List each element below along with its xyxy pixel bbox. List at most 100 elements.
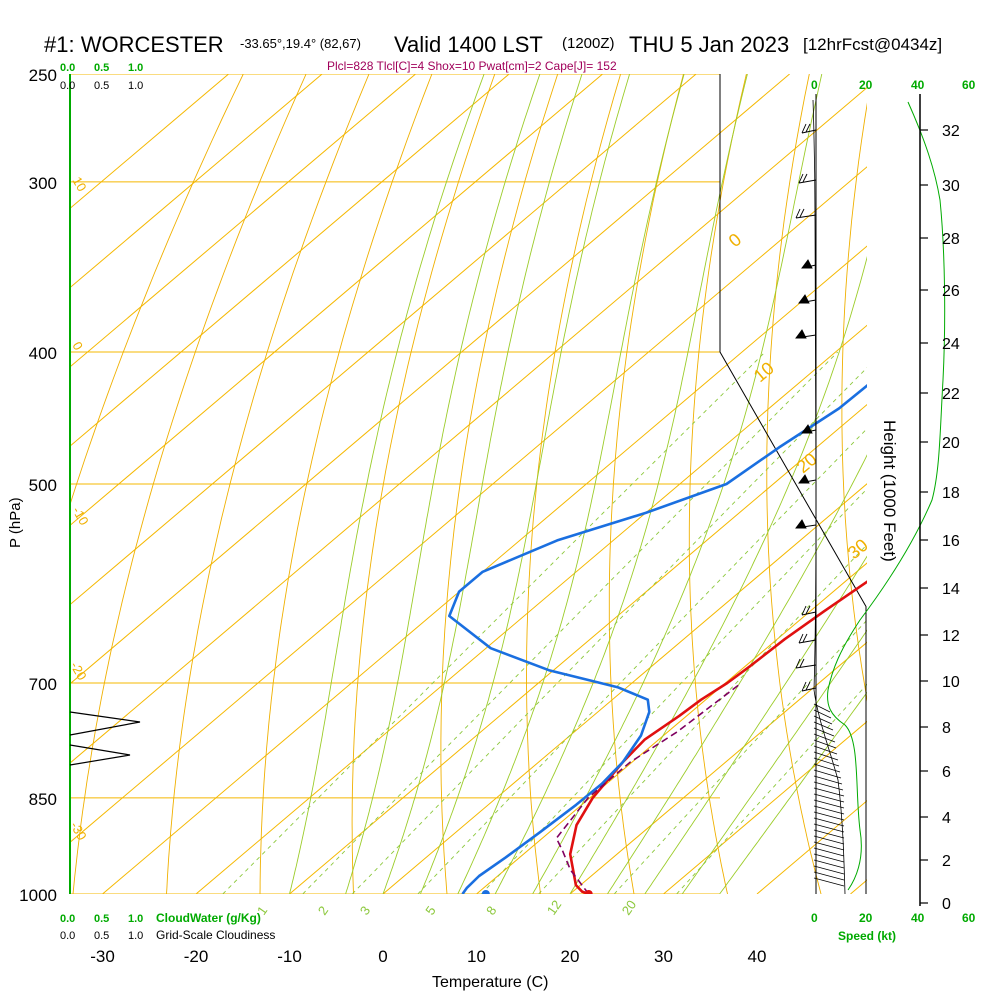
mixing-ratio-2 [302, 351, 839, 894]
dry-adiabat-label-right-0: 0 [725, 229, 746, 251]
zulu-time: (1200Z) [562, 35, 615, 52]
moist-adiabat-6 [532, 74, 823, 894]
cloudwater-scale-bottom: 0.0 0.5 1.0 CloudWater (g/Kg) 0.0 0.5 1.… [60, 911, 275, 942]
wind-barb-flag-3 [801, 259, 813, 269]
cloudiness-wedges [69, 711, 141, 766]
hatch-line [813, 763, 841, 773]
mixing-ratio-8 [480, 488, 867, 894]
moist-adiabat-10 [681, 629, 867, 894]
mixing-ratio-label-20: 20 [619, 897, 640, 917]
cl-tick-top-2: 1.0 [128, 80, 143, 92]
wind-barb-flag-8 [795, 519, 807, 529]
hatch-line [813, 733, 836, 743]
wind-barb-flag-5 [795, 329, 807, 339]
wind-barbs [795, 123, 817, 692]
temp-tick-0: 0 [378, 947, 387, 966]
cl-tick-bot-0: 0.0 [60, 930, 75, 942]
pressure-tick-400: 400 [29, 344, 57, 363]
speed-label: Speed (kt) [838, 929, 896, 943]
speed-tick-bot-0: 0 [811, 911, 818, 925]
isotherm--80 [70, 74, 603, 527]
pressure-tick-700: 700 [29, 675, 57, 694]
series-dewpoint [448, 384, 867, 894]
temp-tick--10: -10 [277, 947, 302, 966]
hatch-line [813, 703, 831, 713]
hatch-line [813, 721, 834, 731]
wind-barb-feather-2 [795, 208, 801, 219]
pressure-tick-1000: 1000 [19, 886, 57, 905]
dry-adiabat-330 [841, 102, 867, 702]
wind-barb-flag-6 [801, 424, 813, 434]
hatch-line [813, 865, 845, 875]
wind-barb-feather-10 [798, 633, 804, 644]
height-tick-30: 30 [942, 178, 960, 195]
hatch-line [813, 805, 845, 815]
wind-barb-flag-7 [798, 474, 810, 484]
hatch-line [813, 727, 835, 737]
dry-adiabat-280 [440, 74, 559, 894]
height-tick-6: 6 [942, 764, 951, 781]
height-tick-32: 32 [942, 123, 960, 140]
wind-shear-hatching [813, 703, 845, 887]
cw-tick-bot-1: 0.5 [94, 913, 109, 925]
isotherm--90 [70, 74, 510, 447]
cloudwater-label: CloudWater (g/Kg) [156, 911, 261, 925]
height-tick-16: 16 [942, 533, 960, 550]
dry-adiabat-240 [72, 74, 307, 894]
dry-adiabat-label-left-1: 0 [69, 339, 86, 353]
isotherm-20 [569, 641, 867, 894]
hatch-line [813, 835, 845, 845]
mixing-ratio-12 [538, 543, 867, 894]
height-tick-26: 26 [942, 283, 960, 300]
cl-tick-bot-1: 0.5 [94, 930, 109, 942]
series-parcel [555, 682, 742, 894]
temp-tick-40: 40 [748, 947, 767, 966]
dry-adiabat-label-right-30: 30 [844, 535, 872, 563]
height-tick-18: 18 [942, 485, 960, 502]
wind-barb-flag-4 [798, 294, 810, 304]
wind-barb-feather-12 [801, 681, 807, 692]
temp-tick--20: -20 [184, 947, 209, 966]
wind-barb-feather-1 [798, 173, 804, 184]
wind-barb-feather2-10 [802, 633, 808, 643]
temp-tick--30: -30 [90, 947, 115, 966]
mixing-ratio-label-5: 5 [422, 903, 438, 918]
wind-barb-staff-1 [798, 179, 817, 184]
height-tick-4: 4 [942, 810, 951, 827]
pressure-tick-250: 250 [29, 66, 57, 85]
pressure-tick-850: 850 [29, 790, 57, 809]
wind-barb-staff-2 [795, 214, 817, 219]
hatch-line [813, 811, 845, 821]
hatch-line [813, 799, 845, 809]
height-tick-2: 2 [942, 853, 951, 870]
hatch-line [813, 877, 845, 887]
isotherm--20 [195, 324, 867, 894]
cw-tick-bot-0: 0.0 [60, 913, 75, 925]
mixing-ratio-1 [222, 351, 766, 894]
speed-tick-top-1: 20 [859, 78, 873, 92]
cw-tick-top-0: 0.0 [60, 62, 75, 74]
station-title: #1: WORCESTER [44, 32, 224, 57]
stability-indices: Plcl=828 Tlcl[C]=4 Shox=10 Pwat[cm]=2 Ca… [327, 59, 617, 73]
isotherm-30 [663, 720, 867, 894]
hatch-line [813, 715, 833, 725]
pressure-tick-500: 500 [29, 476, 57, 495]
speed-tick-top-3: 60 [962, 78, 976, 92]
cloud-wedge-lower [69, 744, 131, 766]
speed-tick-bot-3: 60 [962, 911, 976, 925]
height-tick-20: 20 [942, 435, 960, 452]
moist-adiabat-5 [494, 74, 748, 894]
temp-tick-30: 30 [654, 947, 673, 966]
isotherm--30 [102, 245, 867, 894]
wind-barb-feather2-0 [805, 123, 811, 133]
wind-barb-staff-11 [795, 664, 817, 669]
wind-barb-staff-10 [798, 639, 817, 644]
cloudwater-scale-top: 0.0 0.5 1.0 0.0 0.5 1.0 [60, 62, 143, 92]
moist-adiabat-9 [644, 555, 867, 894]
wind-barb-feather-9 [801, 605, 807, 616]
cl-tick-top-0: 0.0 [60, 80, 75, 92]
moist-adiabat-8 [607, 454, 867, 894]
hatch-line [813, 841, 845, 851]
hatch-line [813, 757, 840, 767]
